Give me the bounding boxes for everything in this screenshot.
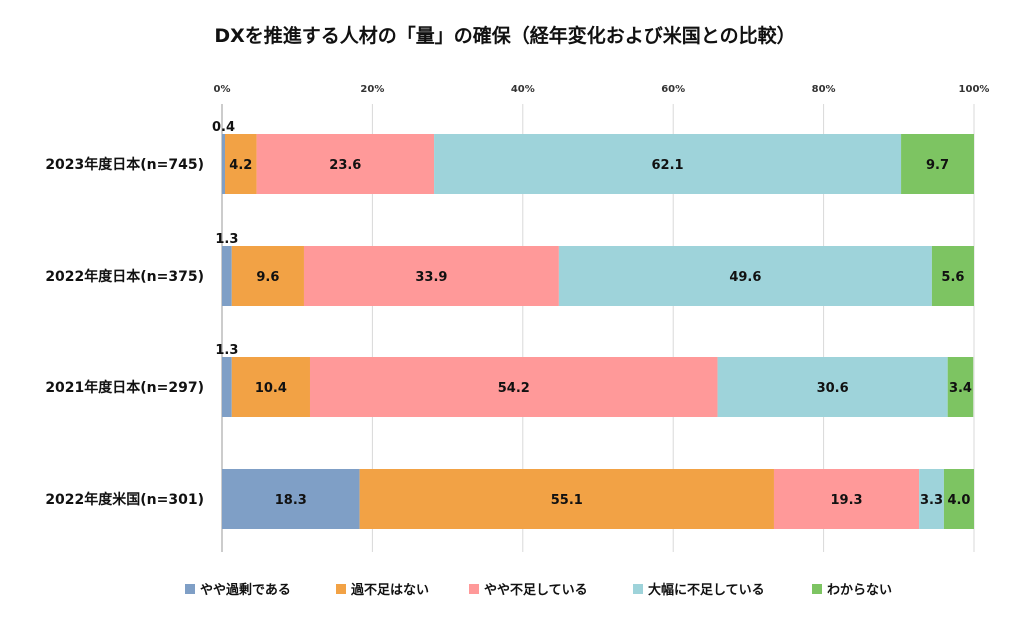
legend-label: やや不足している	[484, 583, 588, 598]
data-label: 0.4	[212, 120, 235, 135]
legend: やや過剰である 過不足はない やや不足している 大幅に不足している わからない	[185, 582, 892, 598]
legend-swatch	[336, 584, 346, 594]
data-label: 55.1	[551, 493, 583, 508]
data-label: 62.1	[652, 158, 684, 173]
bar-segment	[901, 134, 974, 194]
data-label: 54.2	[498, 381, 530, 396]
category-labels: 2023年度日本(n=745) 2022年度日本(n=375) 2021年度日本(n…	[45, 156, 204, 508]
bar-segment	[303, 246, 559, 306]
data-label: 18.3	[275, 493, 307, 508]
data-label: 4.0	[947, 493, 970, 508]
x-tick-label: 80%	[812, 84, 836, 95]
legend-swatch	[469, 584, 479, 594]
bar-segment	[222, 357, 232, 417]
data-label: 30.6	[817, 381, 849, 396]
data-label: 3.4	[949, 381, 972, 396]
x-tick-label: 0%	[214, 84, 231, 95]
x-tick-label: 40%	[511, 84, 535, 95]
bar-segment	[434, 134, 902, 194]
data-label: 1.3	[215, 343, 238, 358]
bar-segment	[717, 357, 948, 417]
x-tick-label: 100%	[959, 84, 990, 95]
data-label: 23.6	[329, 158, 361, 173]
legend-swatch	[812, 584, 822, 594]
data-label: 4.2	[229, 158, 252, 173]
legend-label: 大幅に不足している	[648, 582, 765, 598]
bar-segment	[558, 246, 932, 306]
legend-swatch	[185, 584, 195, 594]
data-label: 9.6	[256, 270, 279, 285]
bar-segment	[931, 246, 974, 306]
bar-segment	[222, 134, 226, 194]
legend-label: やや過剰である	[200, 582, 291, 598]
data-label: 10.4	[255, 381, 287, 396]
bar-segment	[225, 134, 257, 194]
legend-label: わからない	[827, 583, 892, 598]
category-label: 2022年度日本(n=375)	[45, 268, 204, 285]
bar-segment	[222, 246, 232, 306]
bar-segment	[919, 469, 944, 529]
bar-segment	[943, 469, 974, 529]
x-tick-label: 20%	[360, 84, 384, 95]
chart-title: DXを推進する人材の「量」の確保（経年変化および米国との比較）	[214, 24, 795, 47]
bar-segment	[359, 469, 774, 529]
data-label: 1.3	[215, 232, 238, 247]
category-label: 2022年度米国(n=301)	[45, 491, 204, 508]
bar-segment	[947, 357, 974, 417]
data-label: 5.6	[941, 270, 964, 285]
bar-segment	[222, 469, 360, 529]
category-label: 2023年度日本(n=745)	[45, 156, 204, 173]
data-label: 9.7	[926, 158, 949, 173]
bar-segment	[773, 469, 920, 529]
bars: 0.4 4.2 23.6 62.1 9.7 1.3 9.6 33.9 49.6 5.6 1.3 10.…	[212, 120, 974, 529]
bar-segment	[256, 134, 435, 194]
data-label: 33.9	[415, 270, 447, 285]
legend-swatch	[633, 584, 643, 594]
bar-segment	[231, 357, 310, 417]
data-label: 19.3	[830, 493, 862, 508]
bar-segment	[231, 246, 304, 306]
bar-segment	[309, 357, 718, 417]
legend-label: 過不足はない	[350, 582, 429, 598]
x-axis-ticks: 0% 20% 40% 60% 80% 100%	[214, 84, 990, 95]
category-label: 2021年度日本(n=297)	[45, 379, 204, 396]
data-label: 3.3	[920, 493, 943, 508]
data-label: 49.6	[729, 270, 761, 285]
x-tick-label: 60%	[661, 84, 685, 95]
